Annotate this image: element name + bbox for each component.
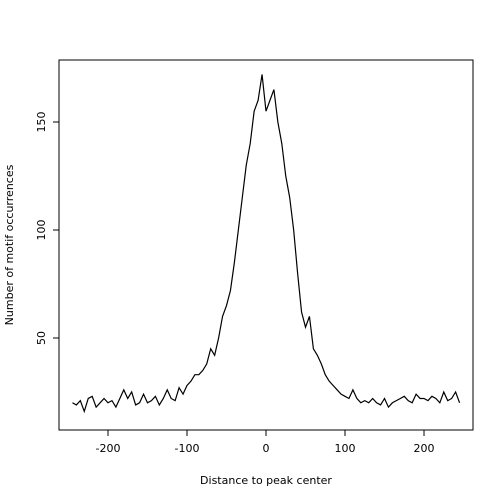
x-axis-label: Distance to peak center: [200, 474, 332, 487]
y-axis-label: Number of motif occurrences: [3, 164, 16, 325]
x-tick-label: -200: [96, 442, 121, 455]
plot-box: [58, 59, 474, 431]
y-tick-label: 150: [35, 111, 48, 132]
x-tick-label: 200: [414, 442, 435, 455]
x-tick-label: 100: [335, 442, 356, 455]
y-tick-label: 50: [35, 331, 48, 345]
y-tick-label: 100: [35, 219, 48, 240]
data-line: [72, 74, 461, 414]
x-tick-label: 0: [263, 442, 270, 455]
x-tick-label: -100: [175, 442, 200, 455]
